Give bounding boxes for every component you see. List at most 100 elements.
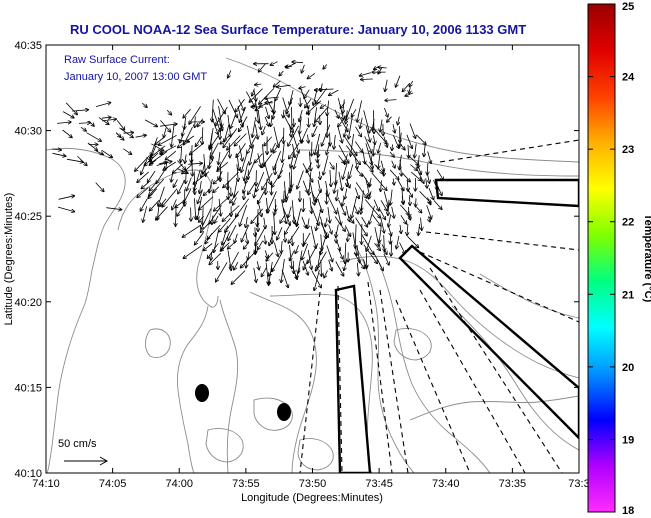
contour-mid-shelf-1 xyxy=(249,291,317,473)
current-vector xyxy=(189,142,205,155)
current-vector xyxy=(284,190,285,203)
current-vector xyxy=(335,162,336,185)
current-vector xyxy=(57,206,75,212)
current-vector xyxy=(272,169,284,187)
current-vector xyxy=(437,186,442,196)
current-vector xyxy=(271,115,273,127)
contour-channel-3 xyxy=(205,428,244,463)
current-vector xyxy=(235,99,245,112)
current-vector xyxy=(209,252,222,264)
current-vector xyxy=(380,216,385,233)
current-vector xyxy=(234,261,239,270)
current-vector xyxy=(416,198,417,207)
map-plot-area: Raw Surface Current: January 10, 2007 13… xyxy=(45,44,580,474)
current-vector xyxy=(317,179,321,193)
current-vector xyxy=(257,261,259,270)
current-vector xyxy=(183,109,191,118)
current-vector xyxy=(323,155,329,175)
current-vector xyxy=(197,189,203,204)
current-vector xyxy=(106,208,122,210)
current-vector xyxy=(273,105,275,120)
current-vector xyxy=(156,169,166,183)
current-vector xyxy=(297,208,302,227)
current-vector xyxy=(338,144,349,163)
current-vector xyxy=(401,172,410,182)
current-vector xyxy=(223,171,239,188)
current-vector xyxy=(261,267,267,277)
current-vector xyxy=(355,182,367,198)
current-vector xyxy=(218,150,230,170)
current-vector xyxy=(325,181,329,196)
current-vector xyxy=(302,180,307,193)
current-vector xyxy=(295,245,299,253)
current-vector xyxy=(193,171,210,185)
current-vector xyxy=(316,207,322,231)
current-vector xyxy=(280,215,285,223)
colorbar-tick-label: 19 xyxy=(622,434,634,446)
y-tick-label: 40:10 xyxy=(14,468,42,480)
current-vector xyxy=(223,128,238,148)
contour-channel-2 xyxy=(253,397,293,431)
current-vector xyxy=(180,134,184,143)
contour-outer-2 xyxy=(299,149,579,177)
current-vector xyxy=(433,200,442,209)
current-vector xyxy=(181,145,182,162)
current-vector xyxy=(213,177,221,184)
current-vector xyxy=(409,87,410,94)
current-vector xyxy=(292,62,304,63)
current-vector xyxy=(380,160,384,172)
current-vector xyxy=(199,180,201,193)
zone-east-box xyxy=(434,178,579,208)
current-vector xyxy=(312,125,318,137)
current-vector xyxy=(407,154,419,165)
current-vector xyxy=(326,245,333,261)
current-vector xyxy=(283,109,284,118)
current-vector xyxy=(410,164,417,171)
current-vector xyxy=(183,245,203,258)
current-vector xyxy=(160,198,167,207)
colorbar-tick-label: 18 xyxy=(622,505,634,517)
current-vector xyxy=(273,80,281,87)
current-vector xyxy=(380,200,387,211)
current-vector xyxy=(327,100,329,116)
contour-offshore-1 xyxy=(451,305,579,451)
current-vector xyxy=(253,267,256,283)
current-vector xyxy=(369,191,372,199)
current-vector xyxy=(344,260,348,271)
current-vector xyxy=(166,109,171,115)
current-vector xyxy=(353,204,358,214)
radial-line xyxy=(429,267,563,473)
current-vector xyxy=(366,252,367,268)
current-vector xyxy=(379,208,386,220)
current-vector xyxy=(101,117,111,118)
current-vector xyxy=(299,109,303,122)
current-vector xyxy=(266,252,274,262)
coastline-sandy-hook xyxy=(117,169,219,308)
current-vector xyxy=(335,261,344,277)
y-tick-label: 40:25 xyxy=(14,211,42,223)
contour-nearshore-1 xyxy=(177,305,209,473)
outlined-zones xyxy=(334,178,579,473)
current-vector xyxy=(241,224,250,242)
current-vector xyxy=(228,172,229,189)
current-vector xyxy=(262,126,266,135)
current-vector xyxy=(198,196,214,210)
current-vector xyxy=(147,170,156,183)
current-vector xyxy=(236,143,246,157)
current-vector xyxy=(288,226,300,244)
current-vectors xyxy=(51,62,444,291)
current-vector xyxy=(299,87,306,89)
current-vector xyxy=(281,240,282,253)
current-vector xyxy=(137,187,149,198)
current-vector xyxy=(281,269,288,288)
current-vector xyxy=(356,245,360,263)
current-vector xyxy=(371,155,373,169)
current-vector xyxy=(389,169,399,180)
x-axis-label: Longitude (Degrees:Minutes) xyxy=(241,492,383,504)
current-vector xyxy=(143,206,148,222)
current-vector xyxy=(203,243,213,251)
current-vector xyxy=(274,205,276,215)
current-vector xyxy=(385,100,397,101)
current-vector xyxy=(289,142,300,159)
current-vector xyxy=(407,188,412,197)
